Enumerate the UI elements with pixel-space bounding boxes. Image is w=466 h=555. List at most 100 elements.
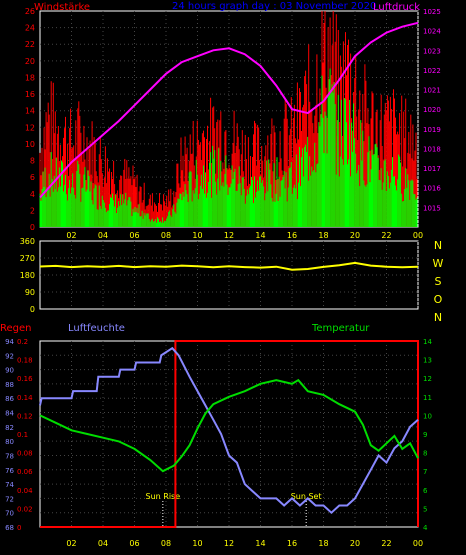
wind-bars <box>39 11 418 227</box>
pressure-y-tick-label: 1016 <box>423 185 441 193</box>
humidity-ylabel: Luftfeuchte <box>68 323 125 334</box>
wind-y-tick-label: 18 <box>25 73 35 82</box>
wind-x-tick-label: 16 <box>287 231 297 240</box>
direction-y-tick-label: 0 <box>30 305 35 314</box>
rain-y-tick-label: 0.2 <box>17 338 28 346</box>
wind-x-tick-label: 06 <box>129 231 139 240</box>
pressure-line <box>39 21 419 199</box>
humidity-y-tick-label: 74 <box>5 481 14 489</box>
wind-x-ticks: 02 04 06 08 10 12 14 16 18 20 22 00 <box>66 231 423 240</box>
sun-annotations: Sun Rise Sun Set <box>146 492 322 527</box>
wind-y-tick-label: 14 <box>25 107 35 116</box>
humidity-y-tick-label: 68 <box>5 524 14 532</box>
direction-grid <box>40 241 419 309</box>
temperature-y-tick-label: 11 <box>423 394 432 402</box>
rain-y-tick-label: 0.12 <box>17 412 33 420</box>
wind-y-tick-label: 10 <box>25 140 35 149</box>
rain-y-tick-label: 0.06 <box>17 468 33 476</box>
climate-x-ticks: 02 04 06 08 10 12 14 16 18 20 22 00 <box>66 539 423 548</box>
pressure-y-tick-label: 1020 <box>423 106 441 114</box>
climate-x-tick-label: 08 <box>161 539 171 548</box>
wind-x-tick-label: 04 <box>98 231 108 240</box>
direction-y-tick-label: 180 <box>20 271 35 280</box>
wind-y-tick-label: 8 <box>30 157 35 166</box>
chart-title: 24 hours graph day : 03 November 2020 <box>172 1 376 12</box>
humidity-y-ticks: 68 70 72 74 76 78 80 82 84 86 88 90 92 94 <box>5 338 14 532</box>
temperature-y-tick-label: 5 <box>423 505 427 513</box>
pressure-y-tick-label: 1024 <box>423 28 441 36</box>
temperature-y-tick-label: 6 <box>423 487 428 495</box>
climate-x-tick-label: 06 <box>129 539 139 548</box>
compass-label: O <box>434 293 443 306</box>
humidity-y-tick-label: 78 <box>5 452 14 460</box>
pressure-y-ticks: 1015 1016 1017 1018 1019 1020 1021 1022 1023 1024… <box>423 8 441 212</box>
pressure-y-tick-label: 1025 <box>423 8 441 16</box>
direction-y-tick-label: 360 <box>20 237 35 246</box>
temperature-y-tick-label: 13 <box>423 357 432 365</box>
temperature-y-tick-label: 9 <box>423 431 427 439</box>
wind-x-tick-label: 08 <box>161 231 171 240</box>
rain-y-tick-label: 0 <box>17 524 21 532</box>
rain-y-tick-label: 0.1 <box>17 431 28 439</box>
pressure-y-tick-label: 1021 <box>423 87 441 95</box>
temperature-line <box>39 378 419 473</box>
humidity-y-tick-label: 80 <box>5 438 14 446</box>
wind-x-tick-label: 12 <box>224 231 234 240</box>
wind-ylabel: Windstärke <box>34 2 90 13</box>
climate-x-tick-label: 02 <box>66 539 76 548</box>
wind-y-tick-label: 12 <box>25 123 35 132</box>
pressure-y-tick-label: 1019 <box>423 126 441 134</box>
rain-y-tick-label: 0.18 <box>17 357 33 365</box>
climate-x-tick-label: 16 <box>287 539 297 548</box>
wind-x-tick-label: 20 <box>350 231 360 240</box>
compass-label: S <box>435 275 442 288</box>
pressure-ylabel: Luftdruck <box>373 2 420 13</box>
wind-x-tick-label: 22 <box>381 231 391 240</box>
rain-y-tick-label: 0.04 <box>17 487 33 495</box>
humidity-y-tick-label: 70 <box>5 510 14 518</box>
climate-x-tick-label: 22 <box>381 539 391 548</box>
rain-y-tick-label: 0.14 <box>17 394 33 402</box>
climate-x-tick-label: 14 <box>255 539 265 548</box>
climate-x-tick-label: 20 <box>350 539 360 548</box>
wind-x-tick-label: 10 <box>192 231 202 240</box>
rain-ylabel: Regen <box>0 323 32 334</box>
wind-y-tick-label: 24 <box>25 24 35 33</box>
compass-label: N <box>434 239 442 252</box>
wind-y-tick-label: 0 <box>30 223 35 232</box>
humidity-y-tick-label: 90 <box>5 367 14 375</box>
humidity-y-tick-label: 86 <box>5 395 14 403</box>
compass-label: N <box>434 311 442 324</box>
humidity-y-tick-label: 88 <box>5 381 14 389</box>
direction-y-tick-label: 270 <box>20 254 35 263</box>
rain-y-tick-label: 0.02 <box>17 505 33 513</box>
temperature-y-tick-label: 10 <box>423 412 432 420</box>
wind-y-tick-label: 20 <box>25 57 35 66</box>
temperature-y-tick-label: 12 <box>423 375 432 383</box>
rain-line <box>40 340 419 528</box>
humidity-y-tick-label: 92 <box>5 352 14 360</box>
wind-y-tick-label: 22 <box>25 40 35 49</box>
wind-y-tick-label: 16 <box>25 90 35 99</box>
temperature-y-tick-label: 8 <box>423 450 427 458</box>
pressure-y-tick-label: 1023 <box>423 47 441 55</box>
rain-y-tick-label: 0.08 <box>17 450 33 458</box>
temperature-y-tick-label: 4 <box>423 524 428 532</box>
wind-x-tick-label: 14 <box>255 231 265 240</box>
direction-line <box>39 261 419 271</box>
pressure-y-tick-label: 1015 <box>423 204 441 212</box>
climate-x-tick-label: 18 <box>318 539 328 548</box>
direction-y-ticks: 0 90 180 270 360 <box>20 237 35 314</box>
compass-label: W <box>433 257 444 270</box>
climate-x-tick-label: 12 <box>224 539 234 548</box>
temperature-y-ticks: 4 5 6 7 8 9 10 11 12 13 14 <box>423 338 432 532</box>
humidity-line <box>39 346 419 515</box>
pressure-y-tick-label: 1018 <box>423 145 441 153</box>
sun-marker-label: Sun Rise <box>146 492 181 501</box>
climate-x-tick-label: 00 <box>413 539 423 548</box>
temperature-y-tick-label: 14 <box>423 338 432 346</box>
wind-x-tick-label: 02 <box>66 231 76 240</box>
